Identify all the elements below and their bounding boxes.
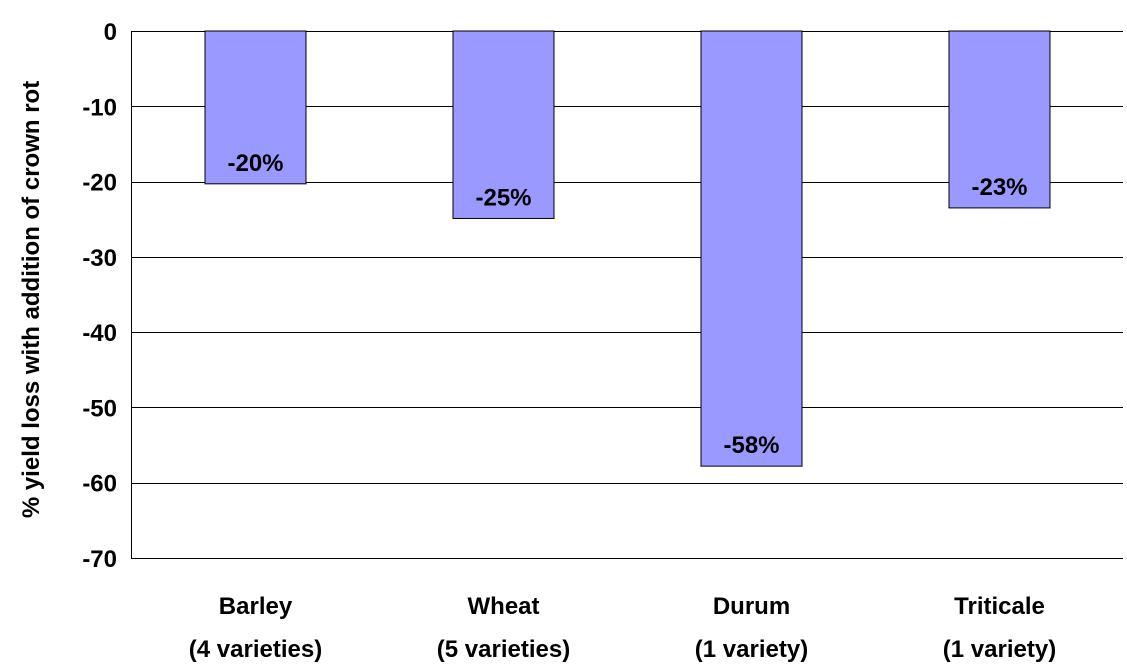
category-sublabel: (4 varieties)	[189, 636, 322, 663]
y-tick-label: 0	[104, 19, 117, 46]
data-label: -23%	[971, 174, 1027, 201]
data-labels: -20% -25% -58% -23%	[227, 150, 1027, 459]
y-tick-label: -30	[82, 245, 117, 272]
data-label: -25%	[475, 184, 531, 211]
bar-durum	[700, 30, 803, 467]
category-sublabel: (1 variety)	[695, 636, 808, 663]
y-axis-title: % yield loss with addition of crown rot	[18, 81, 45, 518]
y-tick-label: -10	[82, 94, 117, 121]
category-label: Durum	[713, 593, 790, 620]
y-tick-label: -60	[82, 471, 117, 498]
y-tick-label: -20	[82, 170, 117, 197]
category-sublabel: (1 variety)	[943, 636, 1056, 663]
y-tick-labels: 0 -10 -20 -30 -40 -50 -60 -70	[82, 19, 117, 573]
data-label: -20%	[227, 150, 283, 177]
bar-wheat	[452, 30, 555, 219]
x-category-labels: Barley (4 varieties) Wheat (5 varieties) Dur…	[189, 593, 1056, 663]
category-sublabel: (5 varieties)	[437, 636, 570, 663]
data-label: -58%	[723, 432, 779, 459]
bar-triticale	[948, 30, 1051, 209]
y-tick-label: -70	[82, 546, 117, 573]
category-label: Wheat	[468, 593, 540, 620]
bars	[204, 30, 1051, 467]
category-label: Barley	[219, 593, 293, 620]
y-tick-label: -50	[82, 395, 117, 422]
y-tick-label: -40	[82, 320, 117, 347]
category-label: Triticale	[954, 593, 1045, 620]
bar-barley	[204, 30, 307, 185]
